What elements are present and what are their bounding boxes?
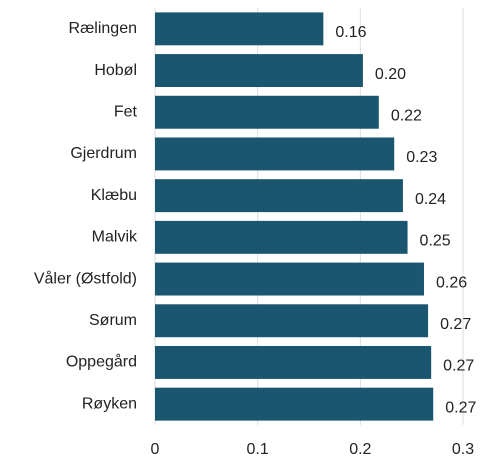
y-tick-label: Rælingen (69, 20, 137, 37)
bar (155, 179, 403, 213)
x-tick-label: 0.1 (247, 441, 269, 458)
bar (155, 137, 395, 171)
x-tick-label: 0 (151, 441, 160, 458)
y-tick-label: Malvik (92, 229, 138, 246)
value-label: 0.27 (443, 358, 474, 375)
bar (155, 304, 429, 338)
value-label: 0.26 (436, 274, 467, 291)
y-tick-label: Fet (114, 103, 138, 120)
x-tick-label: 0.2 (349, 441, 371, 458)
y-tick-label: Sørum (89, 312, 137, 329)
y-tick-label: Våler (Østfold) (34, 269, 137, 287)
value-label: 0.27 (440, 316, 471, 333)
bar (155, 220, 408, 254)
value-label: 0.22 (391, 107, 422, 124)
bar (155, 262, 424, 296)
value-label: 0.20 (375, 66, 406, 83)
y-tick-label: Røyken (82, 395, 137, 412)
bar (155, 54, 363, 88)
value-label: 0.25 (420, 233, 451, 250)
y-tick-label: Gjerdrum (70, 145, 137, 162)
value-label: 0.24 (415, 191, 446, 208)
value-label: 0.27 (445, 399, 476, 416)
bar (155, 12, 324, 46)
value-label: 0.16 (335, 24, 366, 41)
value-label: 0.23 (406, 149, 437, 166)
bar (155, 345, 432, 379)
y-tick-label: Oppegård (66, 353, 137, 371)
bar (155, 387, 434, 421)
y-tick-label: Hobøl (94, 62, 137, 79)
y-tick-label: Klæbu (91, 187, 137, 204)
bar (155, 95, 379, 129)
x-tick-label: 0.3 (452, 441, 474, 458)
